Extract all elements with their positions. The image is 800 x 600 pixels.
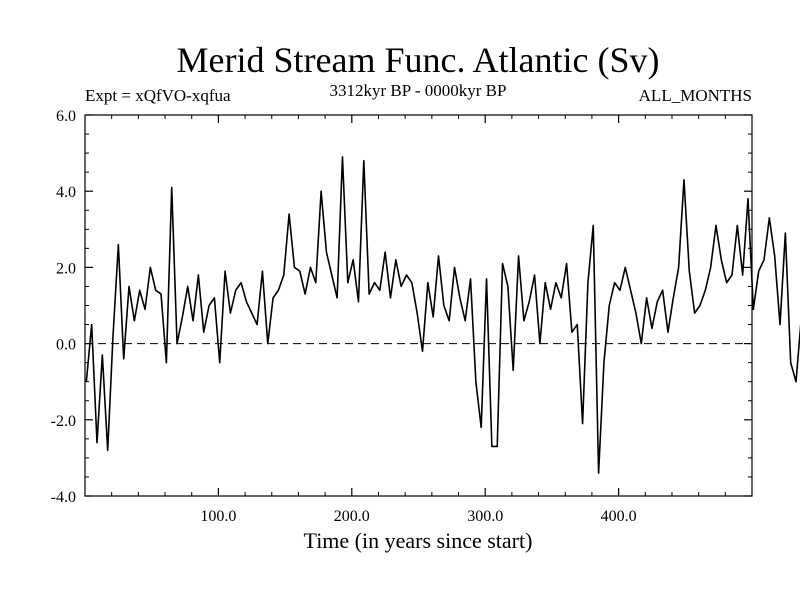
x-tick-label: 300.0	[467, 508, 503, 525]
months-label: ALL_MONTHS	[639, 86, 752, 105]
x-tick-label: 400.0	[601, 508, 637, 525]
y-tick-label: -4.0	[51, 489, 76, 506]
y-tick-label: -2.0	[51, 413, 76, 430]
y-axis: -4.0 -2.0 0.0 2.0 4.0 6.0	[51, 108, 752, 506]
y-tick-label: 0.0	[56, 337, 76, 354]
series-line	[85, 156, 800, 474]
x-tick-label: 200.0	[334, 508, 370, 525]
x-axis: 100.0 200.0 300.0 400.0	[111, 115, 726, 525]
chart-title: Merid Stream Func. Atlantic (Sv)	[177, 40, 660, 80]
y-tick-label: 4.0	[56, 184, 76, 201]
y-tick-label: 2.0	[56, 260, 76, 277]
x-axis-label: Time (in years since start)	[304, 528, 533, 553]
x-tick-label: 100.0	[200, 508, 236, 525]
time-range-label: 3312kyr BP - 0000kyr BP	[330, 81, 507, 100]
experiment-label: Expt = xQfVO-xqfua	[85, 86, 231, 105]
y-tick-label: 6.0	[56, 108, 76, 125]
plot-frame	[84, 114, 753, 497]
